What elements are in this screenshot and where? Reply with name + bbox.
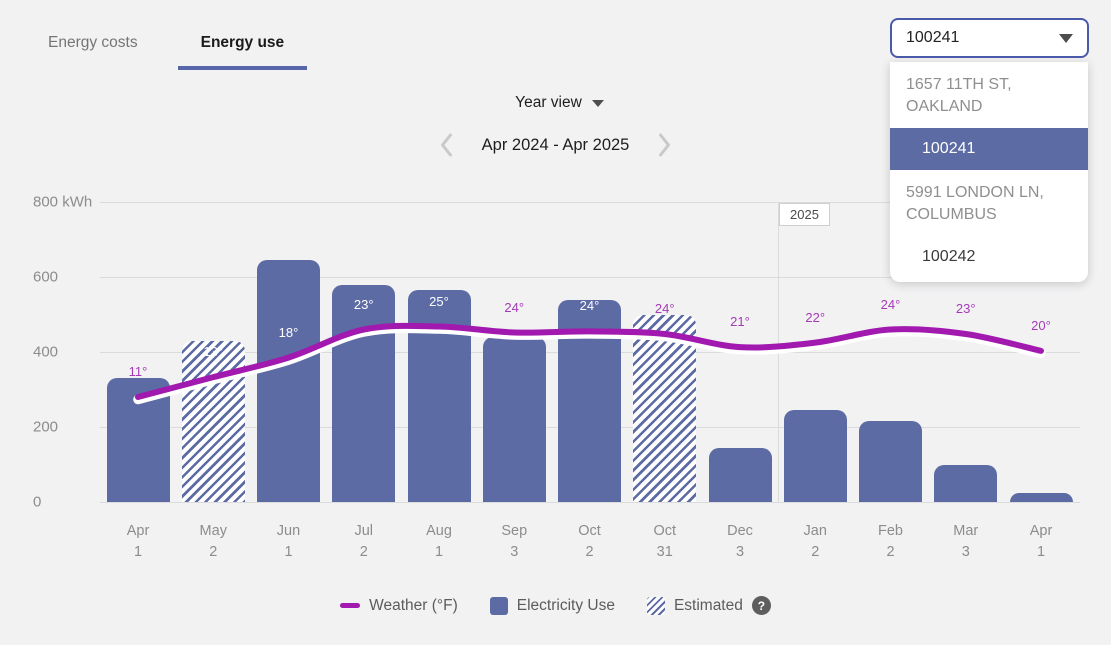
view-selector[interactable]: Year view [515,94,604,112]
weather-line-swatch-icon [340,603,361,608]
tab-energy-costs[interactable]: Energy costs [48,34,138,51]
temp-label-feb-2: 24° [880,296,901,312]
account-address-oakland: 1657 11TH ST, OAKLAND [906,76,1012,115]
temp-label-oct-2: 24° [579,298,600,314]
temp-label-mar-3: 23° [955,301,976,316]
temp-label-dec-3: 21° [730,314,750,330]
x-axis-label-may-2: May 2 [199,523,227,560]
x-axis-label-jan-2: Jan 2 [803,523,827,560]
account-option-100241[interactable]: 100241 [890,128,1088,170]
y-axis-label-800: 800 kWh [33,193,93,211]
account-select[interactable]: 100241 [890,18,1089,58]
temp-label-oct-31: 24° [654,301,675,316]
chevron-left-icon [440,133,452,157]
bar-apr-1[interactable] [106,378,170,502]
gridline-600 [100,277,1080,278]
x-axis-label-jun-1: Jun 1 [276,523,301,560]
bar-may-2[interactable] [181,340,245,502]
temp-label-jan-2: 22° [805,309,826,325]
estimated-swatch-icon [646,596,665,615]
bar-mar-3[interactable] [934,464,998,502]
temp-label-apr-1: 20° [1031,317,1051,333]
legend-estimated: Estimated ? [646,596,771,615]
temp-label-sep-3: 24° [504,299,525,315]
x-axis-label-jul-2: Jul 2 [354,523,374,560]
x-axis-label-apr-1: Apr 1 [1029,523,1053,560]
year-divider-line [778,202,779,502]
y-axis-label-0: 0 [33,493,42,511]
gridline-800 [100,202,1080,203]
view-selector-label: Year view [515,94,582,111]
x-axis-label-aug-1: Aug 1 [426,523,452,560]
legend-electricity: Electricity Use [489,596,615,615]
bar-jan-2[interactable] [783,410,847,502]
chevron-down-icon [591,99,604,107]
x-axis-label-dec-3: Dec 3 [727,523,753,560]
y-axis-label-200: 200 [33,418,59,436]
bar-dec-3[interactable] [708,447,772,502]
x-axis-label-mar-3: Mar 3 [953,523,979,560]
legend-weather: Weather (°F) [340,597,458,615]
x-axis-label-apr-1: Apr 1 [126,523,150,560]
year-label: 2025 [779,203,830,226]
bar-oct-2[interactable] [558,299,621,502]
temp-label-jun-1: 18° [278,324,299,340]
bar-jun-1[interactable] [257,260,320,502]
account-option-100242[interactable]: 100242 [922,248,976,265]
account-select-value: 100241 [906,29,960,46]
y-axis-label-400: 400 [33,343,59,361]
bar-aug-1[interactable] [407,290,471,502]
account-address-columbus: 5991 LONDON LN, COLUMBUS [906,184,1044,223]
y-axis-label-600: 600 [33,268,59,286]
chevron-right-icon [659,133,671,157]
prev-period-button[interactable] [439,132,454,158]
x-axis-label-feb-2: Feb 2 [878,523,903,560]
legend-electricity-label: Electricity Use [516,596,615,614]
account-dropdown-panel: 1657 11TH ST, OAKLAND 100241 5991 LONDON… [890,62,1088,282]
gridline-0 [100,502,1080,503]
tab-energy-use[interactable]: Energy use [177,28,308,70]
legend-estimated-label: Estimated [673,596,743,614]
bar-feb-2[interactable] [859,421,922,502]
temp-label-aug-1: 25° [429,293,449,309]
x-axis-label-oct-31: Oct 31 [653,523,677,560]
legend-weather-label: Weather (°F) [369,596,458,614]
temp-label-apr-1: 11° [128,364,148,379]
bar-oct-31[interactable] [633,314,697,502]
x-axis-label-sep-3: Sep 3 [501,523,528,560]
temp-label-may-2: 13° [203,344,224,360]
x-axis-label-oct-2: Oct 2 [578,523,601,560]
view-selector-row: Year view [0,94,1111,112]
temp-label-jul-2: 23° [353,296,374,312]
tab-bar: Energy costs Energy use [48,28,308,70]
bar-jul-2[interactable] [332,284,396,502]
chevron-down-icon [1059,33,1073,43]
electricity-swatch-icon [489,596,508,615]
help-icon[interactable]: ? [751,596,771,615]
chart-legend: Weather (°F) Electricity Use Estimated ? [0,596,1111,615]
next-period-button[interactable] [657,132,672,158]
bar-apr-1[interactable] [1009,492,1073,502]
bar-sep-3[interactable] [482,337,546,502]
